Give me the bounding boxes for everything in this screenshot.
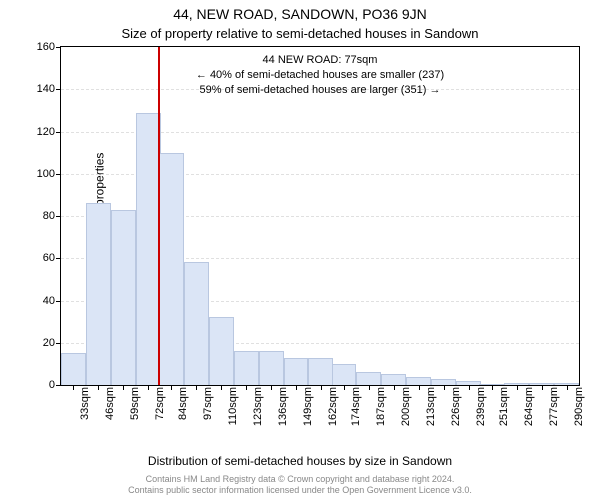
ytick-label: 20 [25,337,55,349]
annotation-line-3: 59% of semi-detached houses are larger (… [196,83,444,98]
xtick-mark [221,385,222,390]
ytick-mark [56,301,61,302]
xtick-label: 290sqm [573,385,585,437]
ytick-label: 140 [25,83,55,95]
xtick-label: 72sqm [154,385,166,437]
ytick-mark [56,47,61,48]
histogram-bar [111,210,136,385]
plot-area: 02040608010012014016033sqm46sqm59sqm72sq… [60,46,580,386]
histogram-bar [381,374,406,385]
histogram-bar [234,351,259,385]
ytick-label: 0 [25,379,55,391]
ytick-label: 40 [25,295,55,307]
ytick-mark [56,343,61,344]
histogram-bar [209,317,234,385]
annotation-line-2: ← 40% of semi-detached houses are smalle… [196,68,444,83]
footer-attribution: Contains HM Land Registry data © Crown c… [0,474,600,497]
ytick-label: 120 [25,126,55,138]
histogram-bar [259,351,284,385]
xtick-label: 33sqm [79,385,91,437]
footer-line-1: Contains HM Land Registry data © Crown c… [0,474,600,485]
xtick-label: 174sqm [350,385,362,437]
xtick-label: 59sqm [129,385,141,437]
xtick-mark [394,385,395,390]
x-axis-label: Distribution of semi-detached houses by … [0,454,600,468]
xtick-label: 213sqm [425,385,437,437]
histogram-bar [61,353,86,385]
footer-line-2: Contains public sector information licen… [0,485,600,496]
histogram-bar [308,358,333,385]
xtick-mark [369,385,370,390]
xtick-mark [73,385,74,390]
chart-subtitle: Size of property relative to semi-detach… [0,26,600,41]
xtick-mark [246,385,247,390]
ytick-label: 160 [25,41,55,53]
xtick-mark [344,385,345,390]
xtick-mark [296,385,297,390]
xtick-label: 149sqm [302,385,314,437]
histogram-bar [86,203,111,385]
chart-container: 44, NEW ROAD, SANDOWN, PO36 9JN Size of … [0,0,600,500]
xtick-label: 46sqm [104,385,116,437]
xtick-label: 251sqm [498,385,510,437]
xtick-mark [148,385,149,390]
xtick-label: 110sqm [227,385,239,437]
chart-title: 44, NEW ROAD, SANDOWN, PO36 9JN [0,6,600,22]
xtick-mark [567,385,568,390]
xtick-label: 97sqm [202,385,214,437]
xtick-mark [271,385,272,390]
xtick-label: 187sqm [375,385,387,437]
ytick-label: 60 [25,252,55,264]
xtick-label: 123sqm [252,385,264,437]
xtick-label: 136sqm [277,385,289,437]
xtick-label: 277sqm [548,385,560,437]
ytick-mark [56,132,61,133]
ytick-mark [56,258,61,259]
xtick-mark [123,385,124,390]
xtick-label: 162sqm [327,385,339,437]
xtick-mark [444,385,445,390]
xtick-mark [469,385,470,390]
ytick-mark [56,216,61,217]
histogram-bar [406,377,431,385]
xtick-mark [196,385,197,390]
reference-line [158,47,160,385]
xtick-mark [171,385,172,390]
xtick-mark [321,385,322,390]
xtick-mark [419,385,420,390]
histogram-bar [184,262,209,385]
xtick-mark [542,385,543,390]
annotation-box: 44 NEW ROAD: 77sqm ← 40% of semi-detache… [196,53,444,98]
xtick-mark [492,385,493,390]
ytick-mark [56,89,61,90]
annotation-line-1: 44 NEW ROAD: 77sqm [196,53,444,68]
ytick-label: 100 [25,168,55,180]
xtick-label: 226sqm [450,385,462,437]
xtick-mark [517,385,518,390]
histogram-bar [332,364,357,385]
histogram-bar [159,153,184,385]
ytick-label: 80 [25,210,55,222]
xtick-label: 264sqm [523,385,535,437]
ytick-mark [56,174,61,175]
ytick-mark [56,385,61,386]
histogram-bar [356,372,381,385]
xtick-label: 84sqm [177,385,189,437]
xtick-label: 200sqm [400,385,412,437]
histogram-bar [284,358,309,385]
xtick-mark [98,385,99,390]
xtick-label: 239sqm [475,385,487,437]
